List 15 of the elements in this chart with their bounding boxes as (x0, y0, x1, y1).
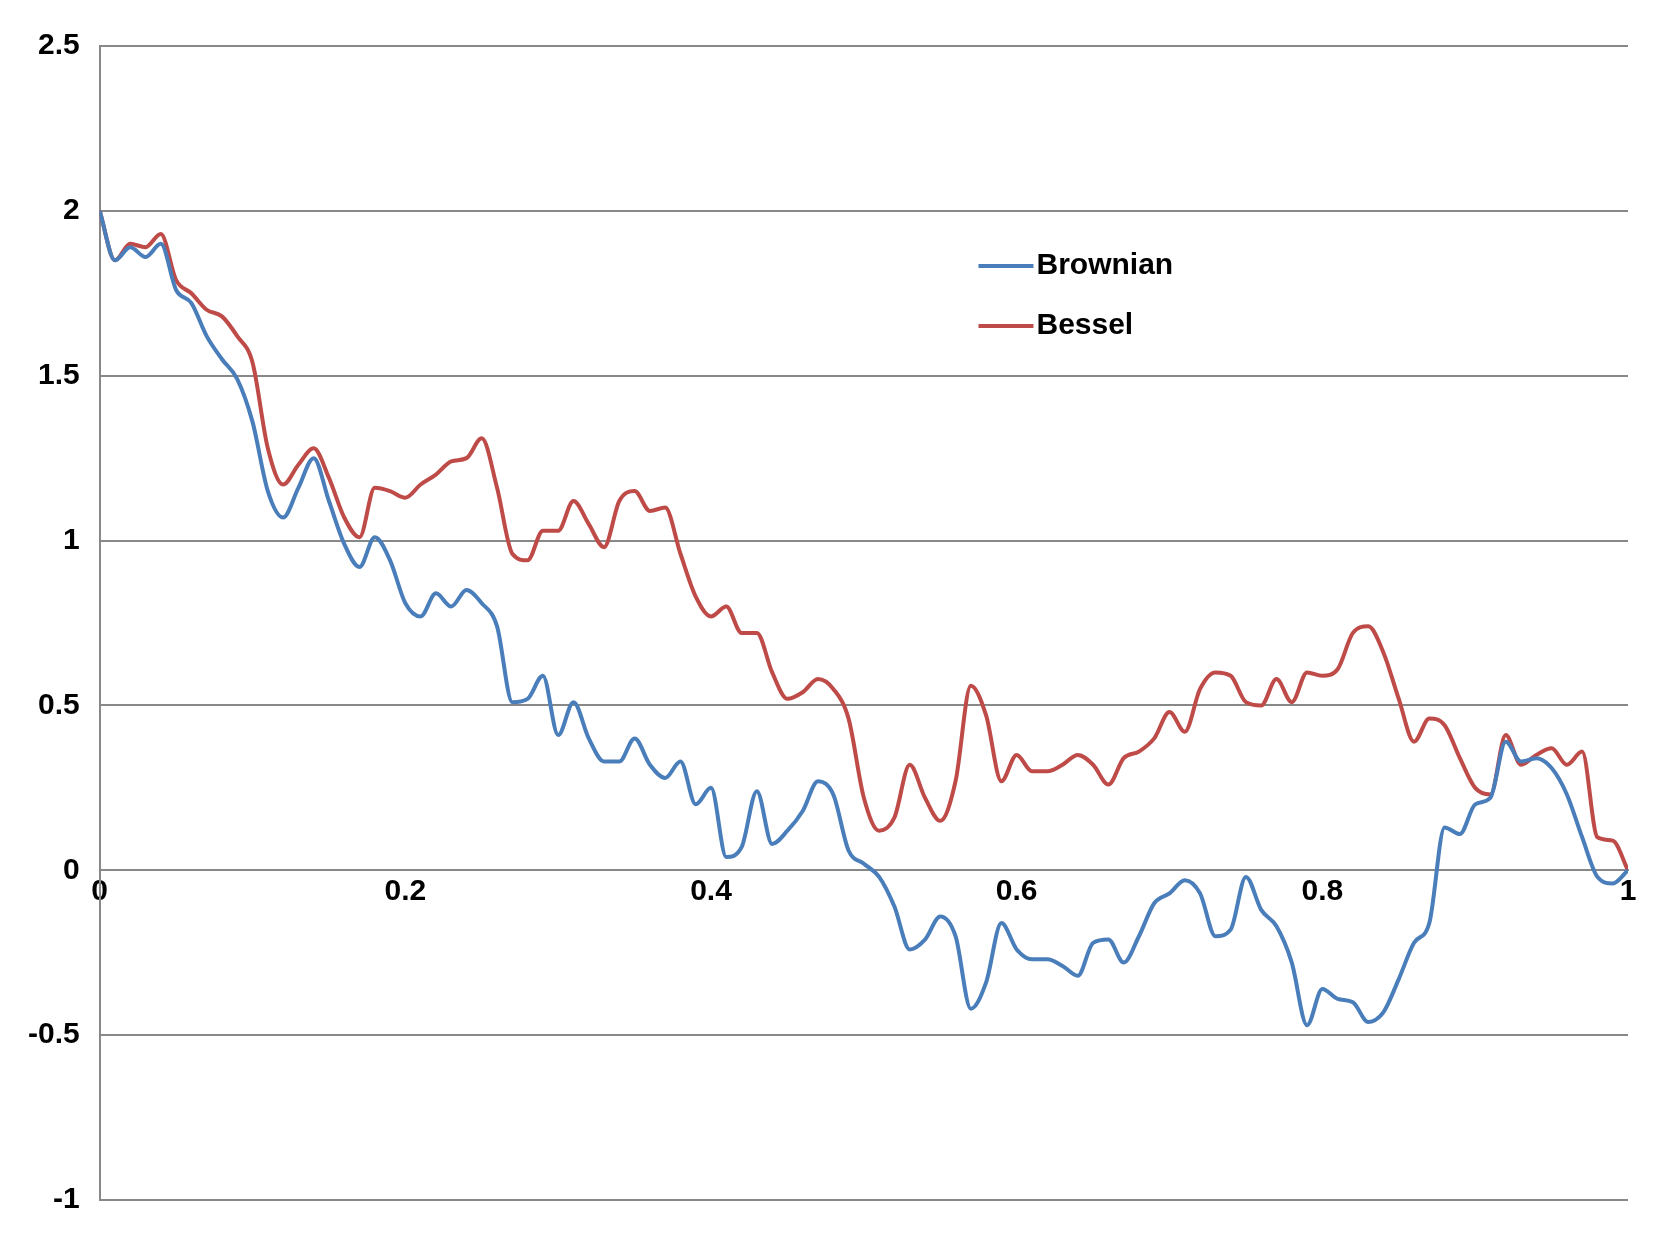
y-tick-label: 0.5 (37, 686, 80, 720)
x-tick-label: 0.4 (690, 872, 733, 906)
y-tick-label: 1 (63, 521, 80, 555)
legend-label: Bessel (1036, 307, 1134, 341)
y-tick-label: -0.5 (27, 1016, 80, 1050)
x-tick-label: 0.2 (384, 872, 427, 906)
x-tick-label: 1 (1619, 872, 1637, 906)
y-tick-label: 2.5 (37, 27, 80, 61)
y-tick-label: 1.5 (37, 356, 80, 390)
y-tick-label: 0 (63, 851, 80, 885)
y-tick-label: -1 (53, 1181, 80, 1215)
y-tick-label: 2 (63, 192, 80, 226)
x-tick-label: 0.6 (995, 872, 1038, 906)
legend-label: Brownian (1036, 247, 1174, 281)
x-tick-label: 0.8 (1301, 872, 1344, 906)
